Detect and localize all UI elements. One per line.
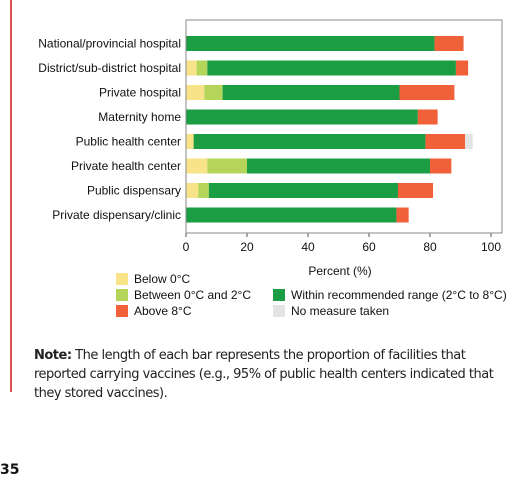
legend-label: Below 0°C xyxy=(134,272,191,286)
plot-frame xyxy=(185,19,503,234)
x-axis: 0 20 40 60 80 100 xyxy=(183,233,501,254)
legend-swatch xyxy=(273,289,285,301)
bar-segment xyxy=(193,134,426,149)
category-label: Maternity home xyxy=(98,110,181,124)
x-tick-label: 40 xyxy=(301,240,315,254)
x-tick-label: 0 xyxy=(183,240,190,254)
x-tick-label: 80 xyxy=(423,240,437,254)
bar-segment xyxy=(207,158,247,174)
bar-segment xyxy=(247,158,430,174)
legend-swatch xyxy=(116,289,128,301)
note-label: Note: xyxy=(34,348,72,363)
bar-segment xyxy=(186,36,435,51)
bar-segment xyxy=(417,109,438,125)
category-label: Public health center xyxy=(76,135,181,149)
bar-segment xyxy=(455,60,469,76)
category-label: Private dispensary/clinic xyxy=(52,208,181,222)
legend-label: Between 0°C and 2°C xyxy=(134,288,251,302)
bar-segment xyxy=(198,183,209,198)
bar-segment xyxy=(207,60,456,76)
category-label: National/provincial hospital xyxy=(38,37,181,51)
legend-label: Within recommended range (2°C to 8°C) xyxy=(291,288,507,302)
bar-segment xyxy=(434,36,464,51)
bar-segment xyxy=(186,60,197,76)
bars-group xyxy=(186,36,473,223)
bar-segment xyxy=(204,85,223,100)
bar-segment xyxy=(396,207,409,223)
bar-segment xyxy=(399,85,455,100)
category-label: Private hospital xyxy=(99,86,181,100)
category-label: Public dispensary xyxy=(87,184,181,198)
bar-segment xyxy=(186,158,208,174)
legend-label: Above 8°C xyxy=(134,304,192,318)
x-tick-label: 60 xyxy=(362,240,376,254)
bar-segment xyxy=(186,134,194,149)
bar-segment xyxy=(425,134,466,149)
legend-item-between: Between 0°C and 2°C xyxy=(116,288,251,302)
legend-item-none: No measure taken xyxy=(273,304,389,318)
bar-segment xyxy=(186,109,418,125)
bar-segment xyxy=(397,183,434,198)
bar-segment xyxy=(222,85,400,100)
bar-segment xyxy=(465,134,473,149)
legend-label: No measure taken xyxy=(291,304,390,318)
x-tick-label: 20 xyxy=(240,240,254,254)
category-label: Private health center xyxy=(71,159,181,173)
figure-note: Note: The length of each bar represents … xyxy=(34,346,510,403)
x-axis-label: Percent (%) xyxy=(308,264,371,278)
bar-segment xyxy=(186,183,199,198)
bar-segment xyxy=(196,60,208,76)
page-number: 35 xyxy=(0,462,20,478)
legend-swatch xyxy=(116,305,128,317)
bar-segment xyxy=(208,183,398,198)
accent-rule xyxy=(10,0,12,392)
x-tick-label: 100 xyxy=(481,240,501,254)
note-text: The length of each bar represents the pr… xyxy=(34,348,494,401)
legend-item-within: Within recommended range (2°C to 8°C) xyxy=(273,288,507,302)
bar-segment xyxy=(186,85,205,100)
legend-item-below: Below 0°C xyxy=(116,272,190,286)
legend-swatch xyxy=(273,305,285,317)
category-labels: National/provincial hospital District/sub… xyxy=(38,37,181,223)
category-label: District/sub-district hospital xyxy=(38,61,181,75)
legend-item-above: Above 8°C xyxy=(116,304,192,318)
legend-swatch xyxy=(116,273,128,285)
bar-segment xyxy=(186,207,397,223)
stacked-bar-chart: National/provincial hospital District/sub… xyxy=(38,19,503,278)
bar-segment xyxy=(430,158,452,174)
